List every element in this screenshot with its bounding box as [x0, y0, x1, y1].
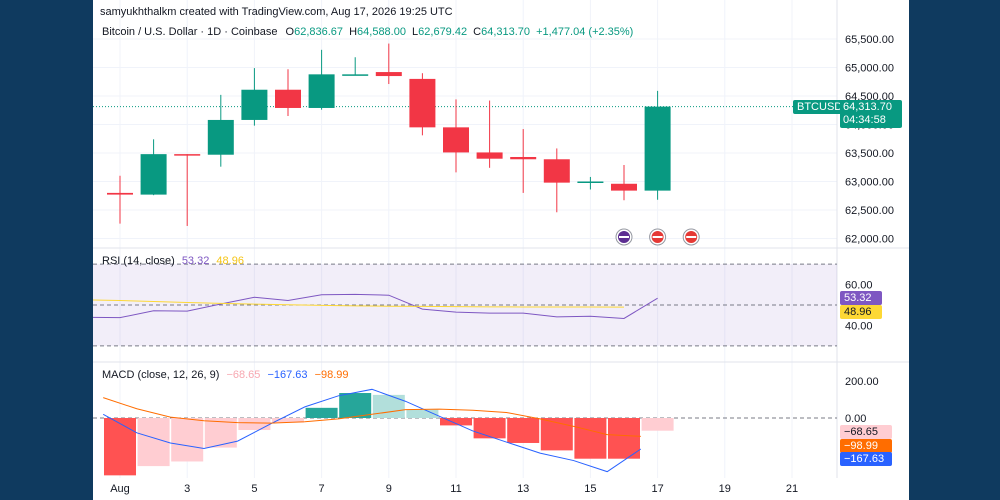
- chart-card: 62,000.0062,500.0063,000.0063,500.0064,0…: [93, 0, 909, 500]
- candle-body: [577, 181, 604, 183]
- open-label: O: [285, 26, 295, 38]
- macd-histogram-bar: [473, 418, 506, 439]
- candle-body: [476, 152, 503, 159]
- macd-label: MACD (close, 12, 26, 9): [102, 369, 220, 381]
- attribution-text: samyukhthalkm created with TradingView.c…: [100, 6, 453, 18]
- low-value: 62,679.42: [418, 26, 468, 38]
- candle-body: [644, 106, 671, 191]
- symbol-tag: BTCUSD: [793, 100, 847, 114]
- rsi-label: RSI (14, close): [102, 255, 175, 267]
- candle-body: [140, 154, 167, 195]
- macd-histogram-bar: [372, 394, 405, 418]
- time-axis-tick-label: 3: [184, 483, 190, 495]
- macd-axis-tick-label: 200.00: [845, 376, 879, 388]
- macd-line-value: −167.63: [267, 369, 308, 381]
- macd-histogram-bar: [440, 418, 472, 426]
- candle-body: [207, 119, 234, 155]
- macd-line-tag: −167.63: [840, 452, 892, 466]
- candle-body: [409, 78, 436, 128]
- macd-line: [102, 388, 642, 473]
- open-value: 62,836.67: [294, 26, 344, 38]
- price-axis-tick-label: 65,000.00: [845, 63, 894, 75]
- macd-histogram-bar: [540, 418, 573, 451]
- rsi-line: [93, 293, 658, 319]
- rsi-legend: RSI (14, close) 53.32 48.96: [102, 255, 244, 267]
- macd-histogram-bar: [305, 407, 338, 418]
- rsi-ma-line: [93, 299, 625, 308]
- macd-histogram-bar: [339, 393, 372, 418]
- time-axis-tick-label: 13: [517, 483, 529, 495]
- time-axis-tick-label: 11: [450, 483, 461, 495]
- macd-histogram-bar: [272, 418, 304, 423]
- price-axis-tick-label: 62,500.00: [845, 205, 894, 217]
- candle-body: [510, 156, 537, 160]
- time-axis-tick-label: 21: [786, 483, 798, 495]
- price-axis-tick-label: 63,500.00: [845, 148, 894, 160]
- close-value: 64,313.70: [481, 26, 531, 38]
- macd-signal-tag: −98.99: [840, 439, 892, 453]
- candle-body: [443, 127, 469, 153]
- time-axis-tick-label: 19: [719, 483, 731, 495]
- time-axis-tick-label: 9: [386, 483, 392, 495]
- us-flag-event-icon: [649, 228, 667, 246]
- symbol-label: Bitcoin / U.S. Dollar · 1D · Coinbase: [102, 26, 278, 38]
- macd-histogram-bar: [608, 418, 640, 459]
- rsi-value-tag: 53.32: [840, 291, 882, 305]
- rsi-axis-tick-label: 60.00: [845, 280, 873, 292]
- ohlc-legend: Bitcoin / U.S. Dollar · 1D · Coinbase O6…: [102, 26, 633, 38]
- macd-histogram-bar: [171, 418, 204, 462]
- time-axis-tick-label: 17: [651, 483, 663, 495]
- macd-hist-tag: −68.65: [840, 425, 892, 439]
- countdown-value: 04:34:58: [843, 114, 886, 126]
- macd-histogram-bar: [406, 409, 439, 418]
- macd-histogram-bar: [574, 418, 607, 459]
- high-value: 64,588.00: [357, 26, 406, 38]
- candle-body: [543, 159, 570, 183]
- candle-body: [107, 192, 133, 195]
- time-axis-tick-label: 5: [251, 483, 257, 495]
- macd-legend: MACD (close, 12, 26, 9) −68.65 −167.63 −…: [102, 369, 349, 381]
- price-axis-tick-label: 63,000.00: [845, 177, 894, 189]
- macd-histogram-bar: [641, 418, 674, 431]
- rsi-ma-tag: 48.96: [840, 305, 882, 319]
- macd-histogram-bar: [104, 418, 136, 476]
- price-tag: 64,313.70 04:34:58: [840, 100, 902, 128]
- macd-axis-tick-label: 0.00: [845, 413, 866, 425]
- macd-signal-line: [103, 397, 641, 437]
- change-value: +1,477.04 (+2.35%): [536, 26, 634, 38]
- candle-body: [241, 89, 268, 120]
- high-label: H: [349, 26, 358, 38]
- low-label: L: [412, 26, 419, 38]
- candle-body: [275, 89, 301, 108]
- rsi-axis-tick-label: 40.00: [845, 320, 873, 332]
- macd-histogram-bar: [238, 418, 271, 431]
- macd-histogram-bar: [507, 418, 540, 443]
- candle-body: [308, 74, 335, 108]
- macd-histogram-bar: [137, 418, 170, 467]
- candle-body: [375, 72, 402, 77]
- rsi-value: 53.32: [181, 255, 210, 267]
- time-axis-tick-label: Aug: [110, 483, 130, 495]
- candle-body: [174, 154, 201, 156]
- time-axis-tick-label: 7: [319, 483, 325, 495]
- time-axis-tick-label: 15: [584, 483, 596, 495]
- flash-event-icon: [615, 228, 633, 246]
- us-flag-event-icon: [682, 228, 700, 246]
- chart-canvas[interactable]: 62,000.0062,500.0063,000.0063,500.0064,0…: [93, 0, 909, 500]
- macd-signal-value: −98.99: [314, 369, 349, 381]
- macd-hist-value: −68.65: [226, 369, 261, 381]
- candle-body: [611, 183, 637, 191]
- close-label: C: [473, 26, 482, 38]
- candle-body: [342, 74, 369, 76]
- rsi-ma-value: 48.96: [216, 255, 244, 267]
- last-price-value: 64,313.70: [843, 101, 892, 113]
- price-axis-tick-label: 65,500.00: [845, 34, 894, 46]
- price-axis-tick-label: 62,000.00: [845, 234, 894, 246]
